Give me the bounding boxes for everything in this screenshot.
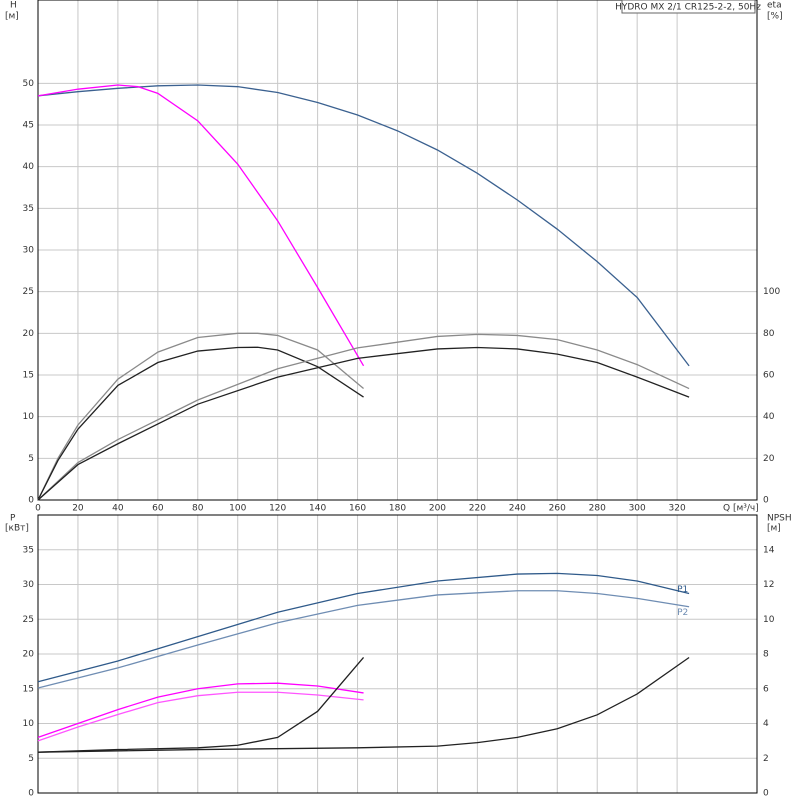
curve	[37, 84, 365, 367]
series-label: P1	[677, 585, 688, 595]
curve	[37, 84, 690, 367]
y-tick-label: 45	[23, 121, 34, 131]
y-tick-label: 20	[23, 329, 35, 339]
plot-frame	[37, 0, 758, 501]
y2-axis-label: NPSH	[767, 514, 792, 524]
y2-tick-label: 14	[763, 545, 775, 555]
y-tick-label: 25	[23, 287, 34, 297]
y2-tick-label: 12	[763, 580, 774, 590]
curve	[37, 656, 690, 753]
y-axis-unit: [кВт]	[5, 524, 29, 534]
y2-axis-label: eta	[767, 1, 782, 11]
x-tick-label: 180	[389, 504, 406, 514]
x-tick-label: 280	[589, 504, 606, 514]
y-axis-label: H	[10, 1, 17, 11]
y-axis-label: P	[10, 514, 16, 524]
y-tick-label: 5	[28, 454, 34, 464]
y2-tick-label: 60	[763, 371, 775, 381]
y2-axis-unit: [м]	[767, 524, 781, 534]
y-tick-label: 0	[28, 789, 34, 799]
x-tick-label: 240	[509, 504, 526, 514]
y2-tick-label: 10	[763, 615, 775, 625]
y2-tick-label: 2	[763, 754, 769, 764]
y-tick-label: 25	[23, 615, 34, 625]
curve	[37, 572, 690, 683]
x-axis-label: Q [м³/ч]	[723, 504, 759, 514]
y-tick-label: 35	[23, 204, 34, 214]
series-label: P2	[677, 608, 688, 618]
y-tick-label: 40	[23, 162, 35, 172]
y-tick-label: 10	[23, 412, 35, 422]
y2-tick-label: 80	[763, 329, 775, 339]
curve	[37, 333, 690, 501]
y2-tick-label: 0	[763, 496, 769, 506]
y-tick-label: 20	[23, 650, 35, 660]
y2-tick-label: 8	[763, 650, 769, 660]
y-tick-label: 50	[23, 79, 35, 89]
y2-tick-label: 4	[763, 719, 769, 729]
x-tick-label: 60	[152, 504, 164, 514]
y-tick-label: 15	[23, 371, 34, 381]
x-tick-label: 300	[629, 504, 646, 514]
x-tick-label: 120	[269, 504, 286, 514]
y2-axis-unit: [%]	[767, 12, 783, 22]
curve	[37, 657, 365, 753]
x-tick-label: 220	[469, 504, 486, 514]
y2-tick-label: 0	[763, 789, 769, 799]
y2-tick-label: 40	[763, 412, 775, 422]
x-tick-label: 80	[192, 504, 204, 514]
y2-tick-label: 20	[763, 454, 775, 464]
chart-title: HYDRO MX 2/1 CR125-2-2, 50Hz	[615, 3, 761, 13]
y-tick-label: 30	[23, 580, 35, 590]
title-box	[621, 0, 756, 14]
x-tick-label: 320	[669, 504, 686, 514]
y2-tick-label: 6	[763, 684, 769, 694]
curve	[37, 691, 364, 742]
y-tick-label: 5	[28, 754, 34, 764]
x-tick-label: 100	[229, 504, 246, 514]
y-axis-unit: [м]	[5, 12, 19, 22]
plot-frame	[37, 514, 758, 794]
x-tick-label: 140	[309, 504, 326, 514]
x-tick-label: 260	[549, 504, 566, 514]
curve	[37, 682, 364, 739]
y-tick-label: 15	[23, 684, 34, 694]
y-tick-label: 30	[23, 246, 35, 256]
x-tick-label: 20	[72, 504, 84, 514]
curve	[37, 590, 690, 689]
x-tick-label: 200	[429, 504, 446, 514]
curve	[37, 346, 690, 501]
y-tick-label: 35	[23, 545, 34, 555]
y-tick-label: 10	[23, 719, 35, 729]
y2-tick-label: 100	[763, 287, 780, 297]
x-tick-label: 160	[349, 504, 366, 514]
curve	[37, 346, 364, 501]
x-tick-label: 0	[35, 504, 41, 514]
y-tick-label: 0	[28, 496, 34, 506]
curve	[37, 332, 364, 501]
x-tick-label: 40	[112, 504, 124, 514]
